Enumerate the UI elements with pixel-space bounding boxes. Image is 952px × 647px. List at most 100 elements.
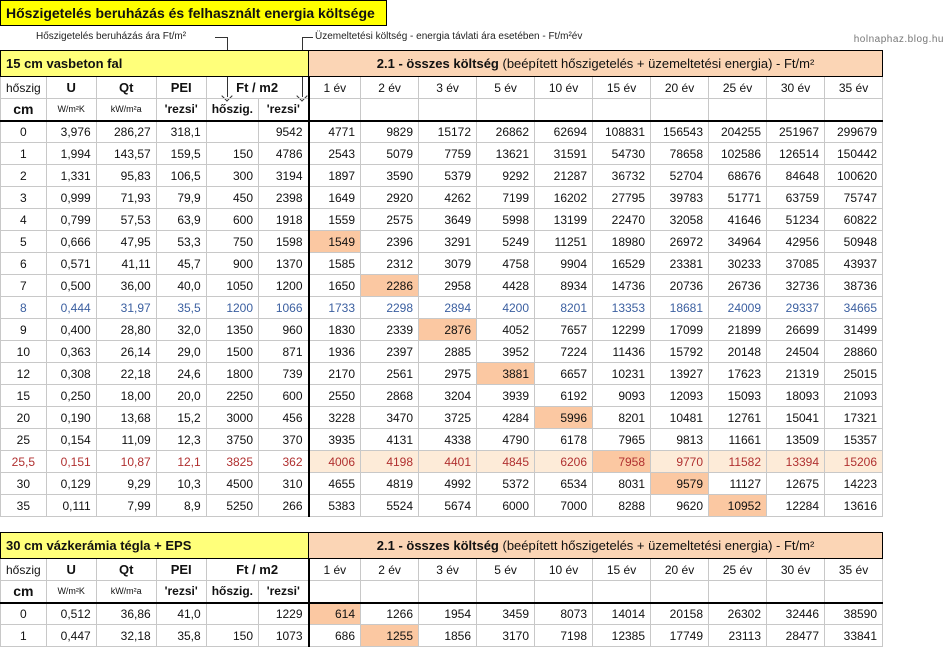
table-cell: 0,154 [45, 428, 97, 451]
table-cell: 11251 [534, 230, 594, 253]
table-cell: 4131 [360, 428, 420, 451]
table-cell: 3952 [476, 340, 536, 363]
table-cell: 6178 [534, 428, 594, 451]
table-cell: 1066 [258, 296, 310, 319]
table-cell: 53,3 [155, 230, 207, 253]
unit-header-row: cm W/m²K kW/m²a'rezsi' hőszig.'rezsi' [0, 580, 884, 604]
table-cell: 7759 [418, 142, 478, 165]
table-cell: 8073 [534, 602, 594, 625]
header-spacer [308, 580, 362, 604]
table-cell: 4284 [476, 406, 536, 429]
table-cell: 1,331 [45, 164, 97, 187]
table-cell: 8934 [534, 274, 594, 297]
table-cell: 4845 [476, 450, 536, 473]
table-cell: 2312 [360, 252, 420, 275]
table-cell: 300 [205, 164, 260, 187]
table-cell: 3291 [418, 230, 478, 253]
table-row: 0 3,976 286,27 318,1 9542 4771 9829 15172 26862 6… [0, 120, 884, 143]
column-header: Qt [95, 558, 157, 581]
unit-header: cm [0, 580, 47, 604]
table-cell: 17099 [650, 318, 710, 341]
table-cell: 7224 [534, 340, 594, 363]
table-cell: 1255 [360, 624, 420, 647]
unit-header-row: cm W/m²K kW/m²a'rezsi' hőszig.'rezsi' [0, 98, 884, 122]
table-cell: 4790 [476, 428, 536, 451]
row-thickness-cell: 1 [0, 142, 47, 165]
table-cell: 5996 [534, 406, 594, 429]
year-header: 5 év [476, 558, 536, 581]
table-cell: 34665 [824, 296, 884, 319]
table-cell: 38736 [824, 274, 884, 297]
year-header: 10 év [534, 558, 594, 581]
table-cell: 32,0 [155, 318, 207, 341]
table-cell: 42956 [766, 230, 826, 253]
row-thickness-cell: 30 [0, 472, 47, 495]
table-cell: 32736 [766, 274, 826, 297]
year-header: 3 év [418, 76, 478, 99]
table-cell: 26972 [650, 230, 710, 253]
table-cell: 1229 [258, 602, 310, 625]
cost-table: 15 cm vasbeton fal 2.1 - összes költség (… [0, 50, 884, 517]
table-cell: 78658 [650, 142, 710, 165]
table-cell: 1897 [308, 164, 362, 187]
table-cell: 4771 [308, 120, 362, 143]
header-spacer [418, 580, 478, 604]
table-cell: 13199 [534, 208, 594, 231]
table-cell: 9093 [592, 384, 652, 407]
column-header: PEI [155, 76, 207, 99]
row-thickness-cell: 35 [0, 494, 47, 517]
header-spacer [476, 98, 536, 122]
section-header: 15 cm vasbeton fal 2.1 - összes költség (… [0, 50, 884, 77]
table-cell: 1370 [258, 252, 310, 275]
table-cell: 1856 [418, 624, 478, 647]
table-cell: 1549 [308, 230, 362, 253]
table-cell: 4200 [476, 296, 536, 319]
table-cell: 1649 [308, 186, 362, 209]
table-cell: 286,27 [95, 120, 157, 143]
table-cell: 41646 [708, 208, 768, 231]
row-thickness-cell: 6 [0, 252, 47, 275]
table-cell: 79,9 [155, 186, 207, 209]
cost-header-prefix: 2.1 - összes költség [376, 56, 499, 71]
table-cell: 0,363 [45, 340, 97, 363]
table-cell: 12675 [766, 472, 826, 495]
table-cell: 5383 [308, 494, 362, 517]
row-thickness-cell: 0 [0, 120, 47, 143]
year-header: 5 év [476, 76, 536, 99]
table-cell: 21899 [708, 318, 768, 341]
table-cell: 614 [308, 602, 362, 625]
table-cell: 23381 [650, 252, 710, 275]
table-row: 30 0,129 9,29 10,3 4500 310 4655 4819 4992 5372 65… [0, 472, 884, 495]
table-cell: 20148 [708, 340, 768, 363]
table-cell: 20736 [650, 274, 710, 297]
table-cell: 3649 [418, 208, 478, 231]
table-cell: 1200 [205, 296, 260, 319]
table-cell: 106,5 [155, 164, 207, 187]
table-cell: 39783 [650, 186, 710, 209]
annotation-leader-line [215, 37, 227, 38]
table-cell: 2550 [308, 384, 362, 407]
table-cell: 5524 [360, 494, 420, 517]
table-cell: 370 [258, 428, 310, 451]
table-cell: 10,87 [95, 450, 157, 473]
table-cell: 9,29 [95, 472, 157, 495]
table-cell: 0,190 [45, 406, 97, 429]
table-cell: 5250 [205, 494, 260, 517]
table-cell: 1200 [258, 274, 310, 297]
page-title: Hőszigetelés beruházás és felhasznált en… [0, 0, 387, 26]
table-cell: 28,80 [95, 318, 157, 341]
table-cell: 2958 [418, 274, 478, 297]
table-cell: 18980 [592, 230, 652, 253]
unit-header: hőszig. [205, 580, 260, 604]
table-cell: 31,97 [95, 296, 157, 319]
cost-header: 2.1 - összes költség (beépített hősziget… [308, 50, 884, 77]
table-cell: 2397 [360, 340, 420, 363]
table-cell: 12761 [708, 406, 768, 429]
year-header: 10 év [534, 76, 594, 99]
table-cell: 6657 [534, 362, 594, 385]
header-spacer [592, 580, 652, 604]
table-row: 7 0,500 36,00 40,0 1050 1200 1650 2286 2958 4428 8… [0, 274, 884, 297]
column-header: U [45, 76, 97, 99]
table-cell: 4006 [308, 450, 362, 473]
table-cell: 0,799 [45, 208, 97, 231]
